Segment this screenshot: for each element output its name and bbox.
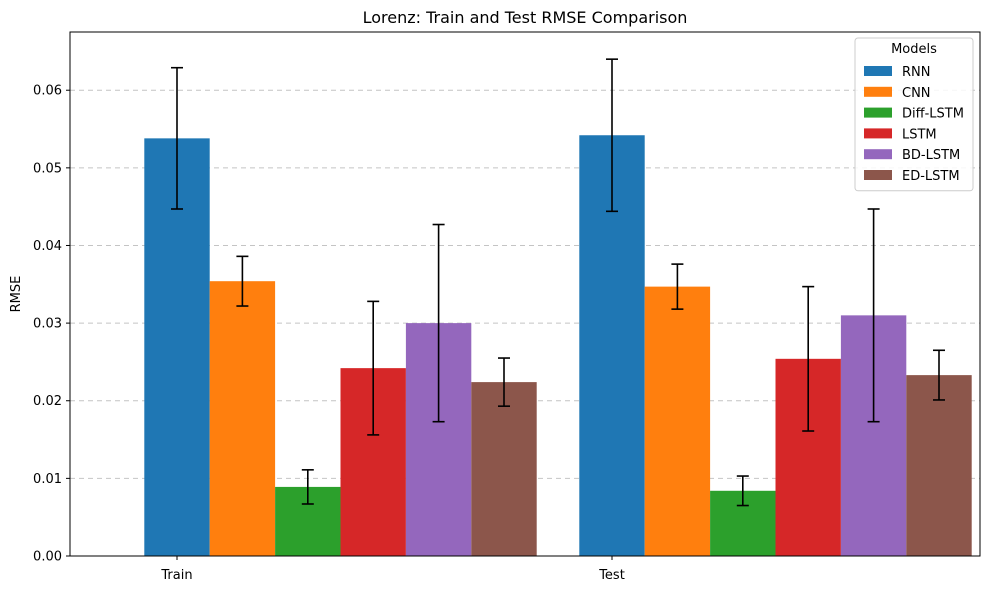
y-tick-label: 0.01 (33, 472, 62, 487)
legend-label-diff-lstm: Diff-LSTM (902, 107, 964, 122)
x-tick-label-train: Train (160, 568, 192, 583)
legend-swatch-cnn (864, 86, 892, 97)
legend-swatch-lstm (864, 128, 892, 139)
bar-cnn-train (209, 281, 276, 556)
error-bars (171, 58, 945, 507)
y-tick-label: 0.04 (33, 239, 62, 254)
bars (144, 135, 972, 556)
legend-swatch-diff-lstm (864, 107, 892, 118)
bar-ed-lstm-train (471, 382, 537, 556)
legend-label-lstm: LSTM (902, 127, 937, 142)
legend-items: RNN CNN Diff-LSTM LSTM BD-LSTM ED-LSTM (864, 65, 964, 184)
x-tick-label-test: Test (598, 568, 625, 583)
y-tick-label: 0.05 (33, 161, 62, 176)
chart-title: Lorenz: Train and Test RMSE Comparison (363, 8, 688, 27)
legend-label-ed-lstm: ED-LSTM (902, 169, 960, 184)
y-axis-ticks: 0.00 0.01 0.02 0.03 0.04 0.05 0.06 (33, 84, 70, 565)
legend-swatch-ed-lstm (864, 170, 892, 180)
y-tick-label: 0.06 (33, 84, 62, 99)
legend-label-rnn: RNN (902, 65, 930, 80)
legend-swatch-bd-lstm (864, 149, 892, 160)
y-tick-label: 0.02 (33, 394, 62, 409)
y-axis-label: RMSE (9, 276, 24, 313)
legend-label-bd-lstm: BD-LSTM (902, 148, 960, 163)
y-tick-label: 0.03 (33, 317, 62, 332)
legend-title: Models (891, 42, 937, 57)
x-axis-ticks: Train Test (160, 556, 625, 583)
bar-ed-lstm-test (906, 375, 972, 556)
y-tick-label: 0.00 (33, 550, 62, 565)
legend: Models RNN CNN Diff-LSTM LSTM BD-LSTM ED-LSTM (854, 37, 974, 192)
legend-swatch-rnn (864, 66, 892, 76)
bar-cnn-test (644, 286, 711, 556)
plot-frame (69, 31, 981, 557)
legend-label-cnn: CNN (902, 86, 931, 101)
